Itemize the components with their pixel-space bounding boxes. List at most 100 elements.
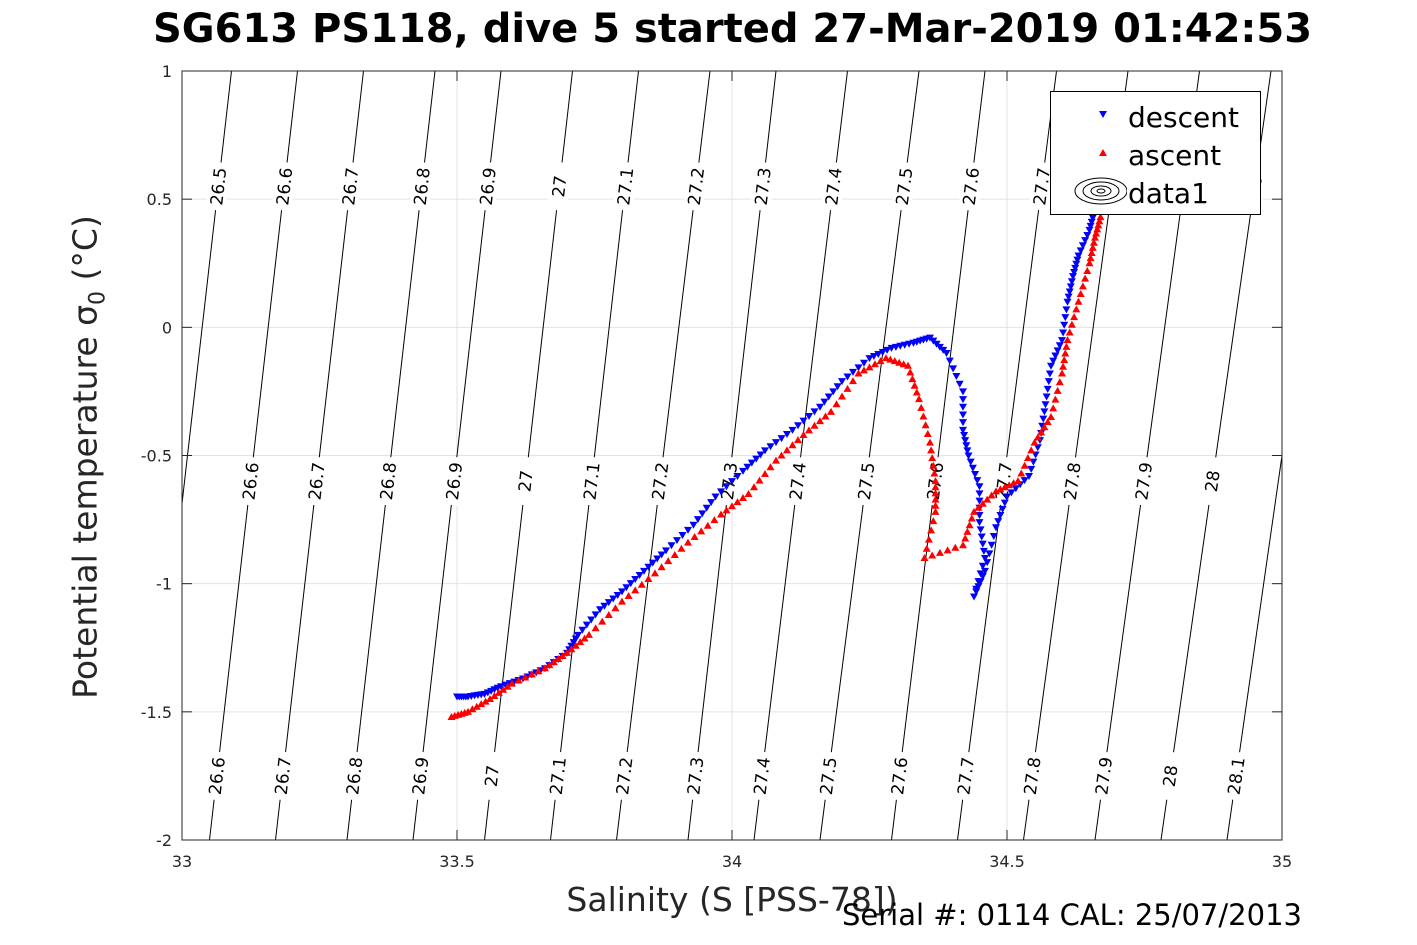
isopycnal-label-text: 26.9 — [443, 461, 467, 501]
isopycnal-label-bg — [1028, 161, 1055, 212]
serial-cal-footer: Serial #: 0114 CAL: 25/07/2013 — [842, 898, 1302, 932]
ascent-point — [951, 543, 960, 551]
ascent-point — [1027, 446, 1036, 454]
isopycnal-label: 26.6 — [204, 750, 230, 801]
isopycnal-label-bg — [271, 161, 297, 212]
ascent-point — [970, 507, 978, 515]
ascent-point — [928, 454, 937, 462]
isopycnal-label-bg — [1156, 750, 1184, 802]
legend-item-data1: data1 — [1051, 173, 1260, 210]
ascent-point — [684, 538, 692, 546]
ascent-point — [637, 580, 646, 588]
descent-point — [1055, 342, 1064, 350]
legend-label-data1: data1 — [1128, 177, 1209, 210]
ascent-point — [1047, 413, 1055, 421]
ascent-point — [1087, 248, 1096, 256]
chart-title: SG613 PS118, dive 5 started 27-Mar-2019 … — [152, 6, 1313, 52]
descent-point — [747, 459, 756, 467]
descent-point — [952, 373, 961, 381]
descent-point — [959, 403, 967, 411]
isopycnal-label-text: 26.5 — [207, 167, 231, 207]
isopycnal-label: 26.7 — [337, 161, 363, 212]
descent-point — [667, 542, 676, 550]
descent-point — [673, 537, 681, 545]
ascent-point — [920, 554, 929, 562]
ascent-point — [733, 498, 742, 506]
descent-point — [975, 497, 984, 505]
isopycnal-label-bg — [952, 750, 979, 801]
descent-point — [622, 584, 631, 592]
ascent-point — [755, 476, 764, 484]
descent-point — [693, 516, 702, 524]
descent-point — [1045, 370, 1054, 378]
isopycnal-label: 27.4 — [820, 161, 847, 212]
isopycnal-label-text: 26.7 — [339, 167, 363, 207]
descent-point — [1040, 408, 1049, 416]
descent-point — [955, 380, 964, 388]
descent-point — [883, 346, 892, 354]
isopycnal-label: 27 — [546, 161, 572, 212]
ascent-point — [930, 469, 939, 477]
descent-point — [733, 473, 742, 481]
ascent-point — [816, 417, 824, 425]
descent-point — [788, 426, 797, 434]
descent-point — [976, 578, 985, 586]
isopycnal-label: 27.2 — [683, 161, 709, 212]
ascent-point — [1040, 423, 1049, 431]
ascent-point — [886, 355, 895, 363]
isopycnal-label-bg — [270, 750, 296, 801]
ascent-point — [611, 604, 620, 612]
descent-point — [977, 533, 986, 541]
descent-point — [975, 519, 984, 527]
descent-point — [698, 510, 707, 518]
ascent-point — [1094, 221, 1103, 229]
ascent-point — [921, 421, 930, 429]
descent-point — [992, 524, 1000, 532]
ascent-point — [1005, 481, 1014, 489]
ascent-point — [1062, 342, 1071, 350]
isopycnal-label-bg — [716, 456, 742, 507]
descent-point — [975, 511, 984, 519]
descent-point — [945, 357, 954, 365]
ascent-point — [1043, 418, 1052, 426]
ascent-point — [882, 354, 890, 362]
legend: descent ascent data1 — [1050, 91, 1261, 215]
ascent-point — [871, 360, 879, 368]
y-tick-label: 0.5 — [147, 190, 172, 209]
descent-point — [960, 431, 969, 439]
descent-point — [1061, 314, 1070, 322]
ascent-point — [783, 446, 791, 454]
isopycnal-label-text: 26.6 — [239, 461, 263, 501]
ascent-point — [935, 548, 944, 556]
ascent-marker-icon — [1099, 149, 1107, 156]
ascent-point — [959, 541, 967, 549]
ascent-point — [494, 688, 503, 696]
isopycnal-label: 27.7 — [952, 750, 979, 801]
isopycnal-label: 27.1 — [578, 456, 605, 507]
descent-point — [1073, 256, 1082, 264]
descent-point — [1000, 499, 1009, 507]
ascent-point — [514, 676, 523, 684]
ascent-point — [788, 441, 797, 449]
ascent-point — [928, 551, 937, 559]
isopycnal-label-text: 27.2 — [649, 461, 673, 501]
ascent-point — [965, 521, 974, 529]
descent-point — [1033, 444, 1042, 452]
descent-point — [833, 383, 842, 391]
descent-point — [1088, 214, 1097, 222]
isopycnal-label: 27.9 — [1090, 750, 1117, 802]
isopycnal-label: 27.2 — [647, 456, 673, 507]
isopycnal-label-bg — [683, 161, 709, 212]
isopycnal-label: 28 — [1199, 455, 1226, 507]
isopycnal-label-text: 27.1 — [580, 461, 604, 501]
isopycnal-label-text: 27.6 — [960, 166, 984, 206]
ascent-point — [876, 357, 885, 365]
ascent-point — [580, 634, 589, 642]
descent-point — [1064, 293, 1073, 301]
ascent-point — [545, 661, 554, 669]
ascent-point — [710, 516, 719, 524]
isopycnal-label-text: 27.2 — [685, 166, 709, 206]
ascent-point — [1014, 477, 1022, 485]
isopycnal-label-text: 27.6 — [888, 756, 912, 796]
descent-point — [854, 364, 863, 372]
